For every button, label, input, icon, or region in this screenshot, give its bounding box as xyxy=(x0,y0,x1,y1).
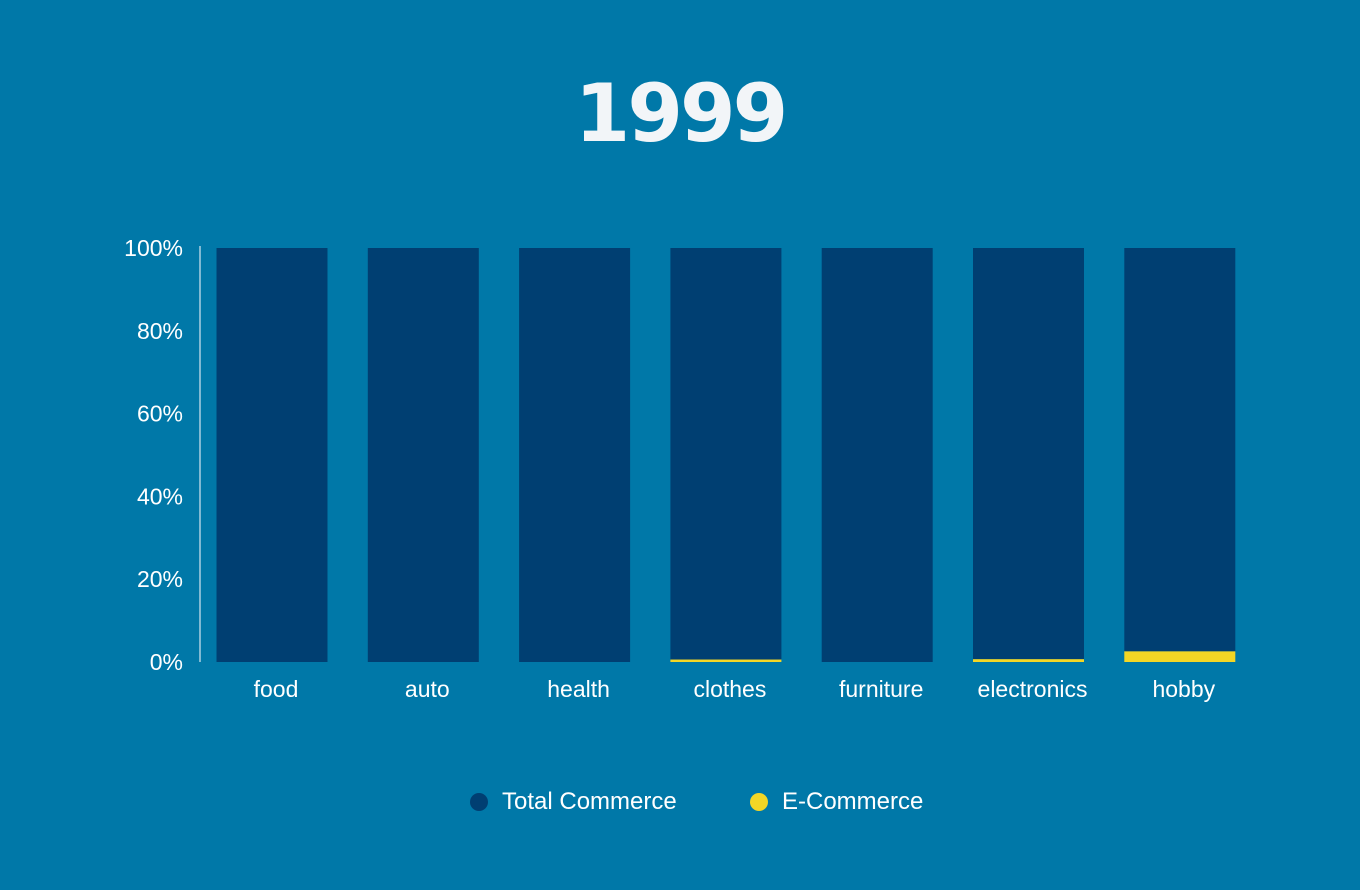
x-tick-label-furniture: furniture xyxy=(839,676,923,702)
y-tick-label: 80% xyxy=(137,318,183,344)
chart-title: 1999 xyxy=(574,67,789,160)
y-tick-label: 60% xyxy=(137,401,183,427)
x-tick-label-clothes: clothes xyxy=(693,676,766,702)
bar-total-commerce-health xyxy=(519,248,631,662)
bar-total-commerce-auto xyxy=(367,248,479,662)
legend-label: E-Commerce xyxy=(782,788,924,815)
y-tick-label: 20% xyxy=(137,566,183,592)
legend-label: Total Commerce xyxy=(502,788,677,815)
bar-e-commerce-hobby xyxy=(1124,651,1236,662)
y-tick-label: 40% xyxy=(137,483,183,509)
legend-swatch xyxy=(470,793,488,811)
y-tick-label: 100% xyxy=(124,235,183,261)
bar-total-commerce-furniture xyxy=(821,248,933,662)
bar-total-commerce-clothes xyxy=(670,248,782,660)
x-tick-label-health: health xyxy=(547,676,610,702)
x-axis-labels: food auto health clothes furniture electronic… xyxy=(254,676,1216,702)
x-tick-label-hobby: hobby xyxy=(1152,676,1215,702)
x-tick-label-electronics: electronics xyxy=(978,676,1088,702)
bars xyxy=(216,248,1236,662)
bar-total-commerce-food xyxy=(216,248,328,662)
x-tick-label-auto: auto xyxy=(405,676,450,702)
x-tick-label-food: food xyxy=(254,676,299,702)
bar-e-commerce-clothes xyxy=(670,659,782,662)
bar-e-commerce-electronics xyxy=(973,659,1084,662)
y-axis-ticks: 0% 20% 40% 60% 80% 100% xyxy=(124,235,183,675)
legend-item-e-commerce: E-Commerce xyxy=(750,786,923,818)
bar-total-commerce-hobby xyxy=(1124,248,1236,652)
legend: Total Commerce E-Commerce xyxy=(0,786,1360,818)
legend-swatch xyxy=(750,793,768,811)
legend-item-total-commerce: Total Commerce xyxy=(470,786,677,818)
y-tick-label: 0% xyxy=(150,649,183,675)
bar-total-commerce-electronics xyxy=(973,248,1084,660)
